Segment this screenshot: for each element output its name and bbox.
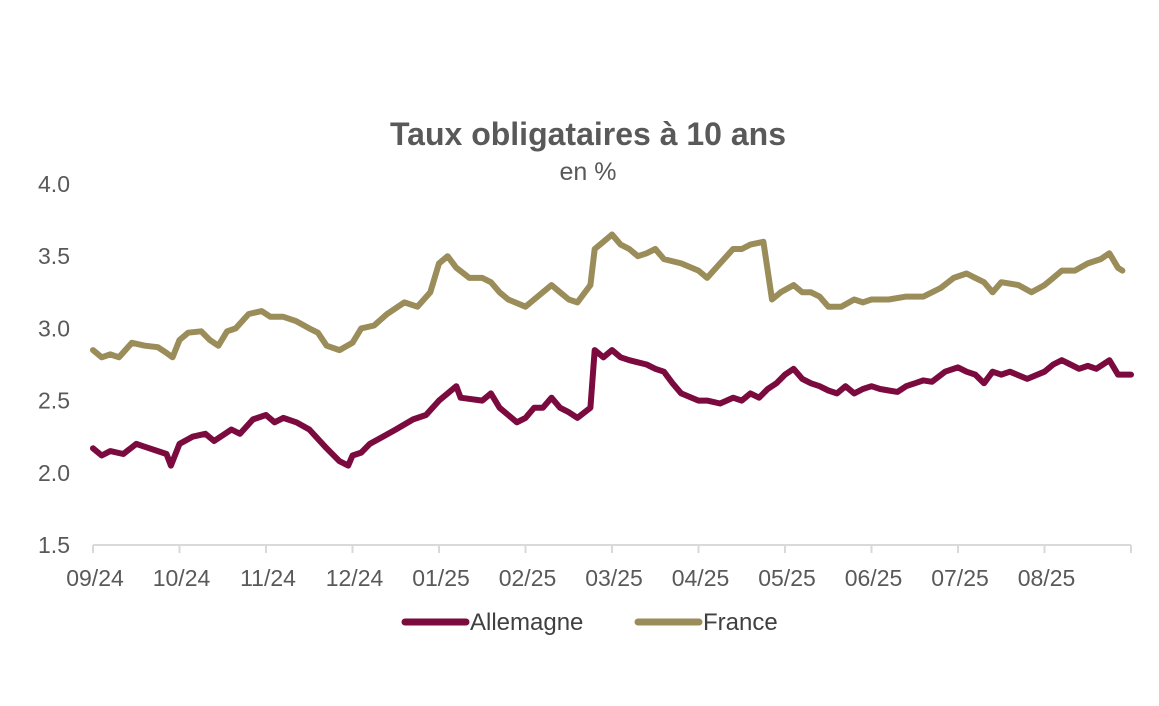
- x-tick-label: 07/25: [931, 565, 989, 591]
- x-tick-label: 06/25: [845, 565, 903, 591]
- legend-label-france: France: [703, 609, 778, 636]
- x-tick-label: 09/24: [66, 565, 124, 591]
- y-tick-label: 3.5: [38, 243, 70, 269]
- x-tick-label: 05/25: [758, 565, 816, 591]
- chart-title: Taux obligataires à 10 ans: [390, 116, 786, 152]
- legend: Allemagne France: [401, 609, 778, 636]
- x-tick-label: 11/24: [240, 565, 296, 591]
- x-tick-label: 02/25: [499, 565, 557, 591]
- x-tick-label: 01/25: [412, 565, 470, 591]
- x-tick-label: 12/24: [326, 565, 384, 591]
- y-tick-label: 2.0: [38, 460, 70, 486]
- series-line-allemagne: [90, 347, 1134, 469]
- x-tick-label: 04/25: [672, 565, 730, 591]
- legend-label-allemagne: Allemagne: [470, 609, 583, 636]
- y-tick-label: 4.0: [38, 171, 70, 197]
- x-tick-label: 08/25: [1018, 565, 1076, 591]
- series-line-france: [90, 231, 1126, 361]
- y-tick-label: 1.5: [38, 532, 70, 558]
- x-axis: 09/24 10/24 11/24 12/24 01/25 02/25 03/25 04/25…: [66, 544, 1132, 591]
- x-tick-label: 10/24: [153, 565, 211, 591]
- y-tick-label: 3.0: [38, 315, 70, 341]
- y-axis: 4.0 3.5 3.0 2.5 2.0 1.5: [38, 171, 70, 558]
- y-tick-label: 2.5: [38, 388, 70, 414]
- chart-subtitle: en %: [560, 158, 617, 186]
- series-lines: [90, 231, 1134, 469]
- x-tick-label: 03/25: [585, 565, 643, 591]
